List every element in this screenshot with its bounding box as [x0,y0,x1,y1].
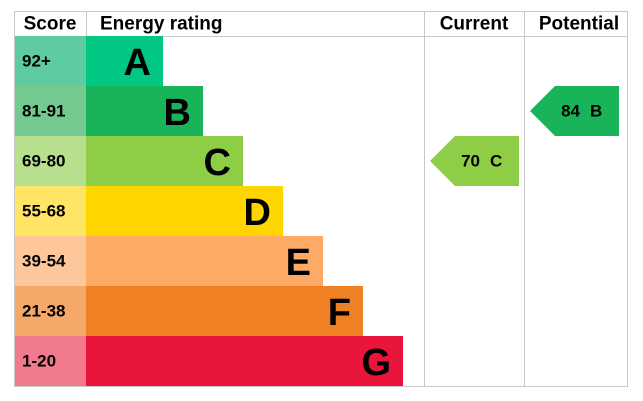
potential-score: 84 [561,102,580,121]
score-cell [15,286,86,336]
band-letter: G [361,342,391,384]
header-rating: Energy rating [100,14,222,35]
rating-bar [86,136,243,186]
rating-bar [86,186,283,236]
band-letter: A [124,42,151,84]
band-letter: E [286,242,311,284]
current-score: 70 [461,152,480,171]
score-label: 39-54 [22,252,66,271]
score-cell [15,186,86,236]
header-current: Current [440,14,509,35]
score-label: 1-20 [22,352,56,371]
current-arrow [430,136,519,186]
header-potential: Potential [539,14,619,35]
score-label: 69-80 [22,152,65,171]
potential-arrow [530,86,619,136]
current-band: C [490,152,502,171]
score-label: 92+ [22,52,51,71]
score-cell [15,336,86,386]
score-label: 21-38 [22,302,65,321]
header-score: Score [24,14,77,35]
band-letter: B [164,92,191,134]
score-label: 55-68 [22,202,65,221]
score-cell [15,36,86,86]
band-letter: F [328,292,351,334]
band-letter: C [204,142,231,184]
band-letter: D [244,192,271,234]
score-cell [15,236,86,286]
rating-bar [86,36,163,86]
rating-bar [86,286,363,336]
score-cell [15,86,86,136]
potential-band: B [590,102,602,121]
score-cell [15,136,86,186]
rating-bar [86,236,323,286]
rating-bar [86,336,403,386]
score-label: 81-91 [22,102,65,121]
rating-bar [86,86,203,136]
